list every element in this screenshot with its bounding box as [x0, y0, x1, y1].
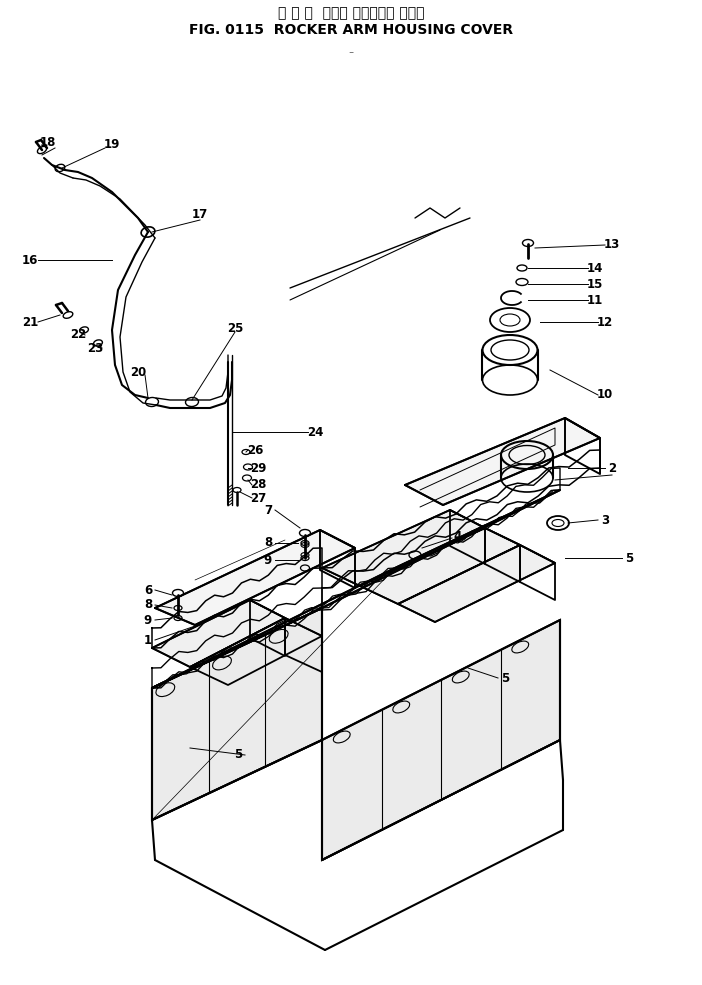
- Polygon shape: [360, 528, 520, 604]
- Text: 27: 27: [250, 492, 266, 504]
- Text: 14: 14: [587, 261, 603, 275]
- Text: 25: 25: [227, 321, 243, 335]
- Text: 28: 28: [250, 479, 266, 492]
- Text: 26: 26: [247, 443, 263, 456]
- Text: 19: 19: [104, 139, 120, 152]
- Text: 6: 6: [144, 583, 152, 597]
- Text: 15: 15: [587, 278, 603, 291]
- Text: 9: 9: [144, 614, 152, 626]
- Polygon shape: [152, 608, 322, 820]
- Text: 16: 16: [22, 253, 38, 267]
- Polygon shape: [152, 600, 285, 667]
- Text: 8: 8: [144, 599, 152, 612]
- Polygon shape: [322, 510, 485, 586]
- Polygon shape: [155, 530, 355, 625]
- Text: FIG. 0115  ROCKER ARM HOUSING COVER: FIG. 0115 ROCKER ARM HOUSING COVER: [189, 23, 513, 37]
- Text: ⁻: ⁻: [348, 50, 354, 60]
- Text: 18: 18: [40, 136, 56, 149]
- Text: 5: 5: [625, 552, 633, 564]
- Text: 22: 22: [70, 329, 86, 342]
- Text: 11: 11: [587, 294, 603, 306]
- Text: 7: 7: [264, 503, 272, 516]
- Text: 5: 5: [234, 749, 242, 761]
- Text: 23: 23: [87, 342, 103, 355]
- Polygon shape: [322, 620, 560, 860]
- Text: 17: 17: [192, 209, 208, 222]
- Text: 13: 13: [604, 238, 620, 251]
- Text: 12: 12: [597, 315, 613, 329]
- Text: 3: 3: [601, 513, 609, 527]
- Text: 8: 8: [264, 537, 272, 550]
- Text: 29: 29: [250, 462, 266, 475]
- Text: 24: 24: [307, 426, 323, 438]
- Text: 4: 4: [454, 530, 462, 543]
- Polygon shape: [152, 490, 560, 688]
- Text: 9: 9: [264, 554, 272, 566]
- Text: ロ ッ カ  アーム ハウジング カバー: ロ ッ カ アーム ハウジング カバー: [278, 6, 424, 20]
- Polygon shape: [190, 618, 322, 685]
- Polygon shape: [405, 418, 600, 505]
- Polygon shape: [398, 545, 555, 622]
- Text: 10: 10: [597, 388, 613, 402]
- Text: 2: 2: [608, 462, 616, 475]
- Text: 21: 21: [22, 315, 38, 329]
- Text: 20: 20: [130, 365, 146, 378]
- Text: 1: 1: [144, 633, 152, 646]
- Text: 5: 5: [501, 672, 509, 685]
